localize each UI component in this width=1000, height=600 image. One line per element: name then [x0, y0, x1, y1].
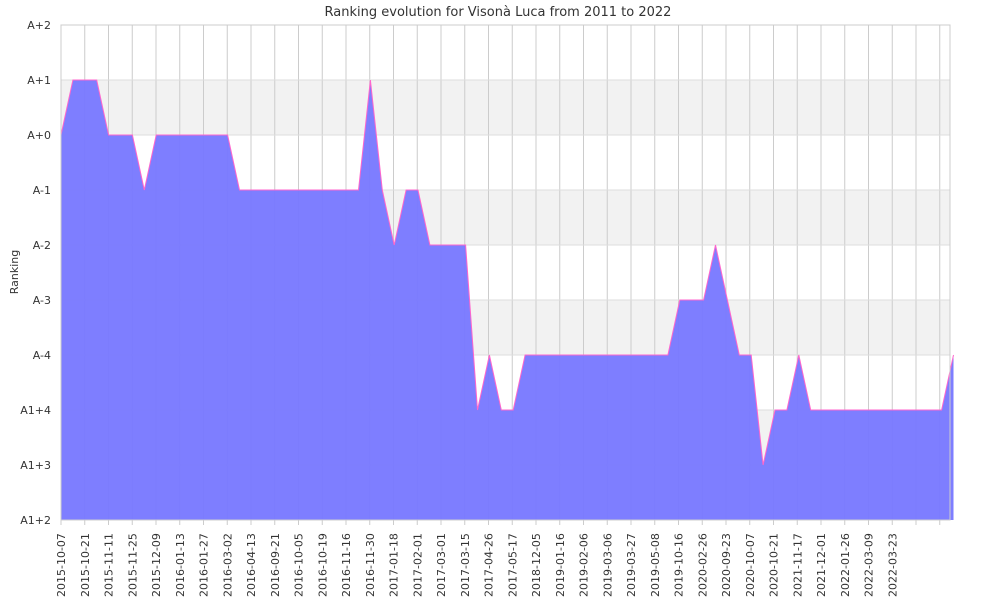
- x-tick-label: 2017-03-15: [459, 533, 472, 597]
- x-tick-label: 2016-09-21: [269, 533, 282, 597]
- x-tick-label: 2021-11-17: [791, 533, 804, 597]
- x-tick-label: 2019-05-08: [649, 533, 662, 597]
- ranking-line: [60, 79, 954, 466]
- x-tick-label: 2019-02-06: [578, 533, 591, 597]
- x-tick-label: 2016-11-16: [340, 533, 353, 597]
- x-tick-label: 2016-10-05: [293, 533, 306, 597]
- x-tick-label: 2020-09-23: [720, 533, 733, 597]
- x-tick-label: 2019-01-16: [554, 533, 567, 597]
- x-tick-label: 2018-12-05: [530, 533, 543, 597]
- y-tick-label: A-3: [33, 294, 51, 307]
- y-axis-ticks: A1+2 A1+3 A1+4 A-4 A-3 A-2 A-1 A+0 A+1 A+2: [20, 19, 51, 527]
- y-tick-label: A-2: [33, 239, 51, 252]
- x-tick-label: 2015-10-07: [55, 533, 68, 597]
- x-tick-label: 2017-04-26: [483, 533, 496, 597]
- x-tick-label: 2020-10-21: [768, 533, 781, 597]
- x-tick-label: 2016-01-13: [174, 533, 187, 597]
- x-tick-label: 2017-02-01: [411, 533, 424, 597]
- x-tick-label: 2019-03-06: [601, 533, 614, 597]
- x-tick-label: 2017-01-18: [388, 533, 401, 597]
- x-tick-label: 2016-11-30: [364, 533, 377, 597]
- y-tick-label: A+0: [27, 129, 51, 142]
- x-tick-label: 2021-12-01: [815, 533, 828, 597]
- x-tick-label: 2020-10-07: [744, 533, 757, 597]
- x-tick-label: 2016-10-19: [316, 533, 329, 597]
- y-axis-label: Ranking: [8, 250, 21, 295]
- x-tick-label: 2016-04-13: [245, 533, 258, 597]
- x-tick-label: 2015-11-11: [103, 533, 116, 597]
- y-tick-label: A1+2: [20, 514, 51, 527]
- y-tick-label: A1+3: [20, 459, 51, 472]
- x-tick-label: 2019-10-16: [673, 533, 686, 597]
- chart-title: Ranking evolution for Visonà Luca from 2…: [325, 5, 672, 20]
- x-tick-label: 2015-12-09: [150, 533, 163, 597]
- x-tick-label: 2022-03-23: [886, 533, 899, 597]
- x-tick-label: 2016-03-02: [221, 533, 234, 597]
- x-tick-label: 2015-11-25: [126, 533, 139, 597]
- x-tick-label: 2017-05-17: [506, 533, 519, 597]
- plot-frame: [60, 24, 951, 521]
- x-tick-label: 2022-03-09: [863, 533, 876, 597]
- x-tick-label: 2015-10-21: [79, 533, 92, 597]
- x-tick-label: 2016-01-27: [198, 533, 211, 597]
- x-tick-label: 2022-01-26: [839, 533, 852, 597]
- y-tick-label: A-1: [33, 184, 51, 197]
- band-7: [61, 80, 950, 135]
- y-tick-label: A1+4: [20, 404, 51, 417]
- y-tick-label: A+1: [27, 74, 51, 87]
- y-tick-label: A-4: [33, 349, 51, 362]
- x-tick-label: 2017-03-01: [435, 533, 448, 597]
- x-tick-label: 2019-03-27: [625, 533, 638, 597]
- y-tick-label: A+2: [27, 19, 51, 32]
- x-axis-ticks: 2015-10-07 2015-10-21 2015-11-11 2015-11-25…: [55, 533, 899, 597]
- x-tick-label: 2020-02-26: [696, 533, 709, 597]
